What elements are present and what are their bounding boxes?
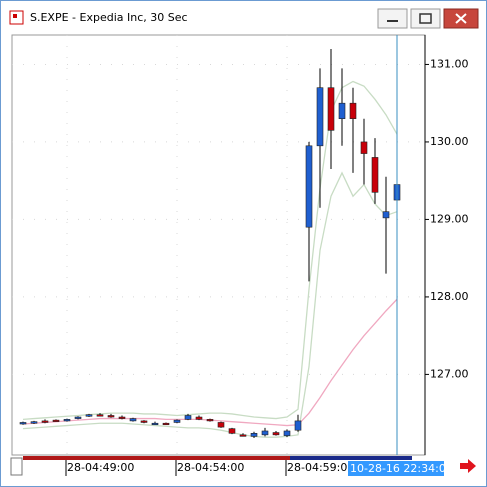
candle-body — [327, 87, 335, 131]
y-tick-label: 127.00 — [430, 367, 469, 380]
plot-area — [11, 34, 426, 456]
y-tick-label: 131.00 — [430, 57, 469, 70]
candle-body — [129, 418, 137, 422]
candle-body — [96, 414, 104, 417]
candle-body — [140, 420, 148, 423]
minimize-button[interactable] — [377, 8, 408, 29]
candle-body — [250, 433, 258, 437]
scroll-history — [23, 456, 290, 460]
candle-body — [382, 211, 390, 219]
candle-body — [206, 419, 214, 422]
maximize-glyph — [419, 13, 432, 24]
candle-body — [272, 432, 280, 436]
candle-body — [184, 415, 192, 420]
candle-body — [349, 102, 357, 119]
candle-body — [151, 422, 159, 426]
cursor-label-bg — [348, 461, 444, 476]
candle-body — [228, 428, 236, 434]
scroll-box[interactable] — [10, 457, 23, 476]
x-tick-label: 28-04:59:00 — [287, 461, 354, 474]
y-tick-label: 128.00 — [430, 290, 469, 303]
candle-body — [294, 420, 302, 431]
candle-body — [195, 416, 203, 420]
candle-body — [239, 434, 247, 437]
candle-body — [41, 420, 49, 423]
candle-body — [305, 145, 313, 228]
candle-body — [360, 141, 368, 154]
scroll-right-arrow[interactable] — [460, 459, 476, 473]
candle-body — [74, 416, 82, 419]
scroll-thumb[interactable] — [290, 456, 412, 460]
candle-body — [316, 87, 324, 147]
indicator-line — [22, 171, 398, 438]
candle-body — [371, 157, 379, 193]
candle-body — [162, 422, 170, 426]
indicator-line — [22, 80, 398, 421]
candle-body — [173, 419, 181, 423]
title-bar: S.EXPE - Expedia Inc, 30 Sec — [9, 8, 479, 29]
candle-body — [30, 421, 38, 424]
candle-body — [261, 430, 269, 436]
app-icon-mark — [13, 14, 17, 18]
y-tick-label: 130.00 — [430, 135, 469, 148]
candle-body — [338, 102, 346, 119]
x-tick-label: 28-04:54:00 — [177, 461, 244, 474]
cursor-label: 10-28-16 22:34:00 — [350, 462, 453, 475]
candle-body — [217, 422, 225, 428]
candle-body — [107, 415, 115, 418]
candle-body — [63, 419, 71, 422]
candle-body — [283, 430, 291, 436]
candle-body — [52, 419, 60, 422]
candle-body — [85, 414, 93, 417]
maximize-button[interactable] — [410, 8, 441, 29]
y-tick-label: 129.00 — [430, 212, 469, 225]
x-tick-label: 28-04:49:00 — [67, 461, 134, 474]
candle-body — [19, 422, 27, 425]
close-glyph — [455, 13, 467, 24]
candle-body — [118, 416, 126, 419]
window-title: S.EXPE - Expedia Inc, 30 Sec — [30, 11, 188, 24]
